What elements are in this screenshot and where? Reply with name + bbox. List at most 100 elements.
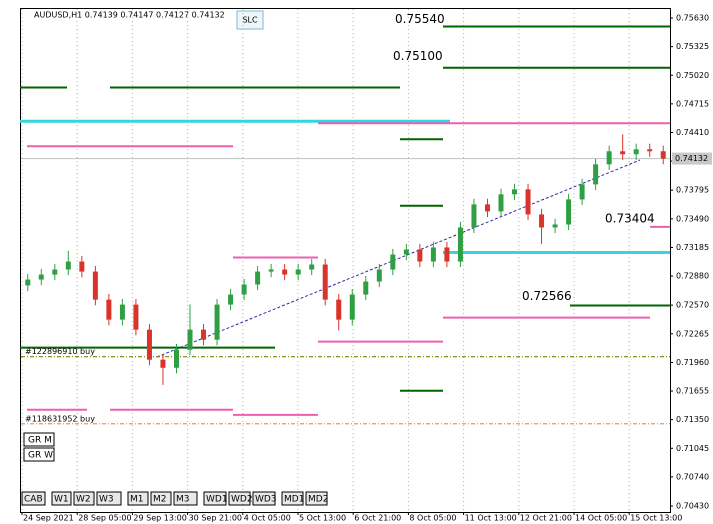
tf-button-label[interactable]: MD2 — [308, 495, 328, 505]
tf-button-label[interactable]: CAB — [24, 495, 43, 505]
candle-body — [25, 279, 31, 286]
tf-button[interactable] — [150, 491, 172, 506]
tf-button-label[interactable]: WD3 — [255, 495, 277, 505]
candle-body — [336, 299, 342, 320]
tf-button[interactable] — [228, 491, 251, 506]
y-tick-label: 0.72880 — [676, 272, 709, 281]
candle-body — [282, 269, 288, 275]
candle-body — [647, 149, 653, 152]
tf-button[interactable] — [173, 491, 198, 506]
y-tick-label: 0.71655 — [676, 387, 709, 396]
candle-body — [133, 304, 139, 330]
tf-button-label[interactable]: WD2 — [231, 495, 253, 505]
current-price-box — [672, 152, 712, 165]
x-tick-label: 11 Oct 13:00 — [465, 514, 517, 523]
candle-body — [390, 254, 396, 270]
candle-body — [146, 329, 152, 360]
tf-button[interactable] — [127, 491, 149, 506]
candle-body — [38, 274, 44, 280]
side-button[interactable] — [23, 447, 55, 462]
candle-body — [119, 304, 125, 320]
y-tick-label: 0.74715 — [676, 99, 709, 108]
y-tick-label: 0.71960 — [676, 358, 709, 367]
candle-body — [566, 199, 572, 225]
level-label: 0.72566 — [522, 289, 572, 303]
tf-button-label[interactable]: WD1 — [206, 495, 228, 505]
tf-button[interactable] — [21, 491, 46, 506]
candle-body — [201, 329, 207, 340]
candle-body — [444, 247, 450, 262]
candle-body — [349, 294, 355, 320]
candle-body — [65, 261, 71, 270]
candle-body — [322, 264, 328, 300]
tf-button[interactable] — [305, 491, 328, 506]
candle-body — [539, 214, 545, 228]
current-price-label: 0.74132 — [675, 154, 708, 163]
side-button-label[interactable]: GR W — [28, 451, 53, 461]
tf-button[interactable] — [203, 491, 227, 506]
y-tick-label: 0.72265 — [676, 329, 709, 338]
candle-body — [403, 249, 409, 255]
candle-body — [173, 349, 179, 368]
slc-button[interactable] — [236, 10, 264, 30]
x-tick-label: 30 Sep 21:00 — [189, 514, 242, 523]
order-label: #118631952 buy — [25, 414, 95, 423]
tf-button[interactable] — [96, 491, 122, 506]
candle-body — [187, 329, 193, 350]
y-tick-label: 0.75020 — [676, 71, 709, 80]
tf-button-label[interactable]: M2 — [153, 495, 167, 505]
candle-body — [160, 359, 166, 368]
candle-body — [106, 299, 112, 320]
chart-header: AUDUSD,H1 0.74139 0.74147 0.74127 0.7413… — [34, 11, 225, 20]
y-tick-label: 0.72570 — [676, 301, 709, 310]
candle-body — [255, 271, 261, 285]
y-tick-label: 0.70430 — [676, 501, 709, 510]
candle-body — [498, 194, 504, 212]
candle-body — [92, 271, 98, 300]
tf-button-label[interactable]: W2 — [76, 495, 91, 505]
plot-frame — [20, 8, 671, 513]
side-button-label[interactable]: GR M — [28, 436, 52, 446]
tf-button[interactable] — [51, 491, 72, 506]
level-label: 0.75100 — [393, 49, 443, 63]
y-tick-label: 0.71045 — [676, 444, 709, 453]
y-tick-label: 0.73185 — [676, 243, 709, 252]
y-tick-label: 0.73490 — [676, 214, 709, 223]
candle-body — [52, 269, 58, 275]
candle-body — [606, 151, 612, 165]
tf-button[interactable] — [73, 491, 95, 506]
tf-button-label[interactable]: W3 — [99, 495, 114, 505]
x-tick-label: 5 Oct 13:00 — [299, 514, 346, 523]
y-tick-label: 0.74410 — [676, 128, 709, 137]
candle-body — [430, 247, 436, 262]
x-tick-label: 6 Oct 21:00 — [354, 514, 401, 523]
tf-button[interactable] — [252, 491, 276, 506]
candle-body — [620, 151, 626, 155]
trend-line — [156, 159, 641, 358]
y-tick-label: 0.71350 — [676, 415, 709, 424]
order-label: #122896910 buy — [25, 347, 95, 356]
candle-body — [660, 151, 666, 159]
x-tick-label: 4 Oct 05:00 — [244, 514, 291, 523]
candle-body — [417, 249, 423, 262]
x-tick-label: 14 Oct 05:00 — [575, 514, 627, 523]
candle-body — [268, 269, 274, 272]
x-tick-label: 24 Sep 2021 — [23, 514, 74, 523]
side-button[interactable] — [23, 432, 55, 447]
y-tick-label: 0.73795 — [676, 186, 709, 195]
candle-body — [593, 164, 599, 185]
tf-button-label[interactable]: M3 — [176, 495, 190, 505]
candle-body — [295, 269, 301, 275]
tf-button-label[interactable]: M1 — [130, 495, 144, 505]
candle-body — [457, 227, 463, 262]
slc-button-label[interactable]: SLC — [242, 16, 258, 25]
tf-button-label[interactable]: MD1 — [284, 495, 304, 505]
tf-button[interactable] — [281, 491, 304, 506]
candle-body — [79, 261, 85, 272]
x-tick-label: 8 Oct 05:00 — [409, 514, 456, 523]
candle-body — [228, 294, 234, 305]
candle-body — [241, 284, 247, 295]
tf-button-label[interactable]: W1 — [54, 495, 69, 505]
